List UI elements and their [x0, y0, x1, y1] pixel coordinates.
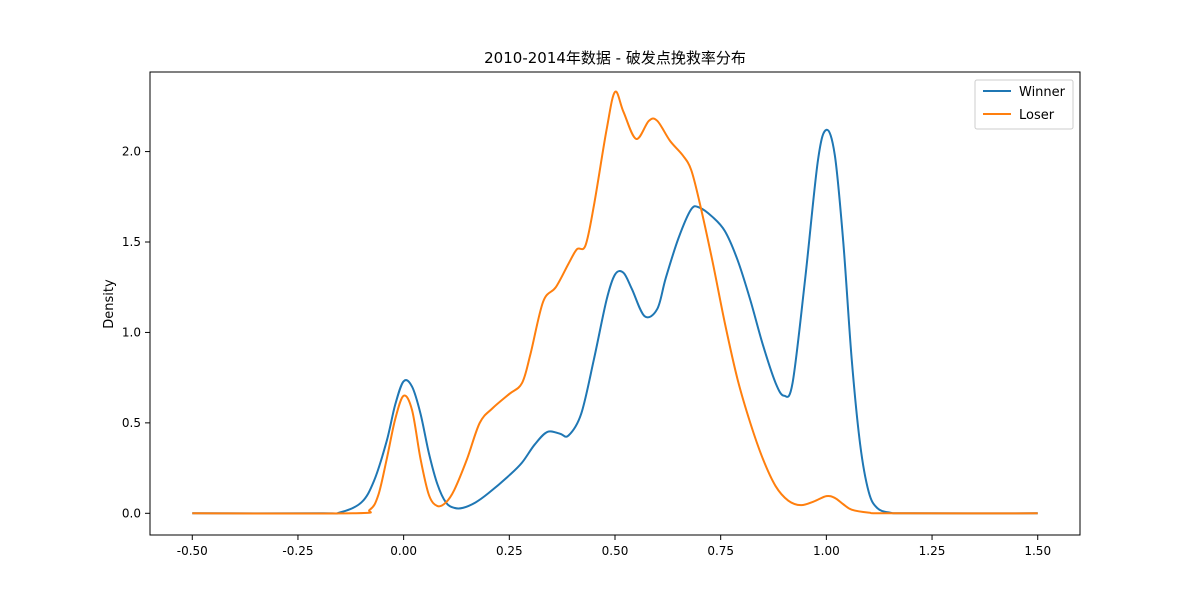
y-axis: 0.0 0.5 1.0 1.5 2.0 — [122, 145, 150, 520]
x-tick-label: -0.25 — [282, 544, 313, 558]
y-tick-label: 1.5 — [122, 235, 141, 249]
y-tick-label: 0.0 — [122, 506, 141, 520]
legend: Winner Loser — [974, 79, 1074, 130]
legend-box — [974, 79, 1074, 130]
x-tick-label: 0.75 — [707, 544, 734, 558]
x-tick-label: 1.50 — [1024, 544, 1051, 558]
chart-title: 2010-2014年数据 - 破发点挽救率分布 — [484, 49, 746, 67]
x-tick-label: 1.00 — [813, 544, 840, 558]
x-axis: -0.50 -0.25 0.00 0.25 0.50 0.75 1.00 1.25 1.50 — [177, 535, 1051, 558]
legend-label-winner: Winner — [1019, 85, 1066, 100]
legend-label-loser: Loser — [1019, 108, 1055, 123]
y-tick-label: 0.5 — [122, 416, 141, 430]
series-layer — [192, 90, 1038, 515]
y-tick-label: 2.0 — [122, 145, 141, 159]
y-axis-label: Density — [102, 279, 117, 329]
y-tick-label: 1.0 — [122, 325, 141, 339]
series-line-winner — [192, 128, 1038, 515]
x-tick-label: 1.25 — [919, 544, 946, 558]
x-tick-label: -0.50 — [177, 544, 208, 558]
x-tick-label: 0.00 — [390, 544, 417, 558]
x-tick-label: 0.50 — [602, 544, 629, 558]
x-tick-label: 0.25 — [496, 544, 523, 558]
series-line-loser — [192, 90, 1038, 515]
